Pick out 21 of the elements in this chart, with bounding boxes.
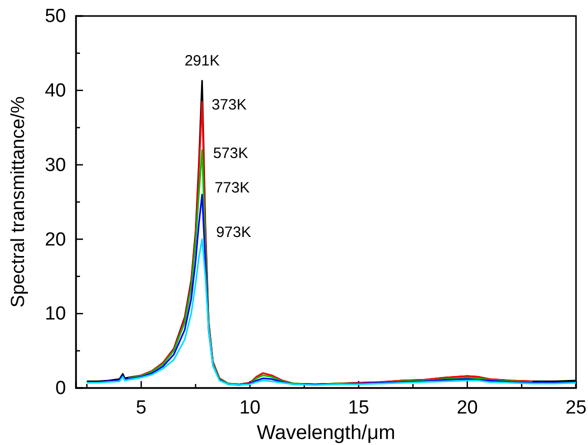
series-label: 373K [212, 96, 247, 114]
y-tick-label: 10 [44, 304, 66, 325]
x-axis-title: Wavelength/μm [256, 422, 396, 444]
x-tick-label: 20 [456, 397, 478, 418]
y-tick-label: 20 [44, 229, 66, 250]
y-tick-label: 40 [44, 80, 66, 102]
line-series [127, 149, 534, 386]
x-tick-label: 5 [136, 397, 147, 418]
x-tick-label: 25 [565, 397, 587, 418]
series-label: 973K [216, 224, 252, 242]
x-tick-label: 15 [348, 397, 370, 418]
line-series [86, 194, 577, 386]
y-tick-label: 30 [44, 154, 66, 176]
y-tick-label: 0 [55, 378, 66, 400]
y-tick-label: 50 [44, 6, 66, 28]
series-label: 573K [213, 144, 248, 162]
series-label: 291K [184, 52, 220, 70]
y-axis-title: Spectral transmittance/% [8, 96, 29, 308]
line-series [86, 238, 577, 386]
series-label: 773K [214, 180, 250, 197]
x-tick-label: 10 [239, 397, 260, 418]
